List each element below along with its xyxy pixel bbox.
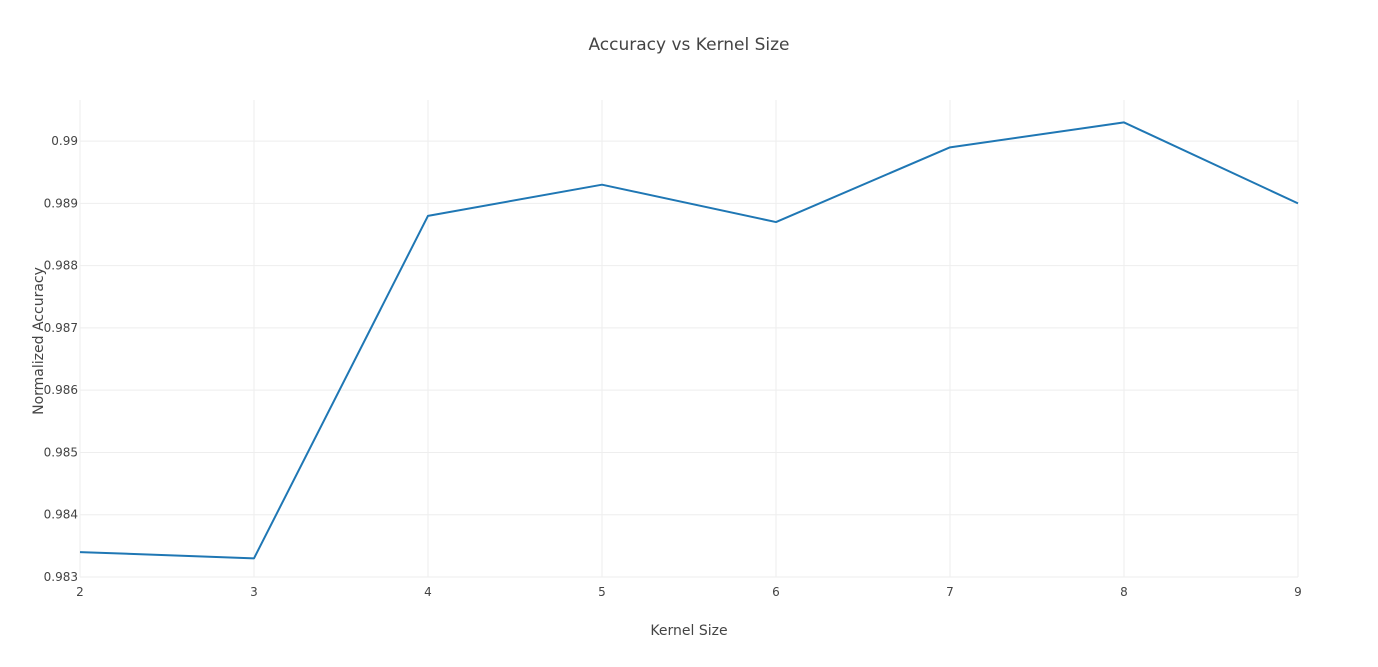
- x-tick-label: 5: [598, 585, 606, 599]
- x-tick-label: 6: [772, 585, 780, 599]
- y-tick-label: 0.984: [44, 508, 78, 522]
- y-tick-label: 0.986: [44, 383, 78, 397]
- y-tick-label: 0.987: [44, 321, 78, 335]
- x-tick-labels: 2 3 4 5 6 7 8 9: [76, 585, 1302, 599]
- x-axis-title: Kernel Size: [650, 623, 727, 639]
- series-layer: [79, 121, 1299, 560]
- x-tick-label: 3: [250, 585, 258, 599]
- x-tick-label: 7: [946, 585, 954, 599]
- y-tick-label: 0.983: [44, 570, 78, 584]
- x-tick-label: 8: [1120, 585, 1128, 599]
- x-tick-label: 4: [424, 585, 432, 599]
- y-tick-label: 0.985: [44, 445, 78, 459]
- y-axis-title: Normalized Accuracy: [31, 267, 47, 415]
- x-tick-label: 2: [76, 585, 84, 599]
- chart-title: Accuracy vs Kernel Size: [588, 35, 789, 55]
- y-tick-label: 0.989: [44, 196, 78, 210]
- x-tick-label: 9: [1294, 585, 1302, 599]
- grid-layer: [79, 100, 1299, 578]
- y-tick-label: 0.988: [44, 259, 78, 273]
- y-tick-labels: 0.983 0.984 0.985 0.986 0.987 0.988 0.989 0.99: [44, 134, 78, 584]
- series-line: [79, 121, 1299, 560]
- y-tick-label: 0.99: [51, 134, 78, 148]
